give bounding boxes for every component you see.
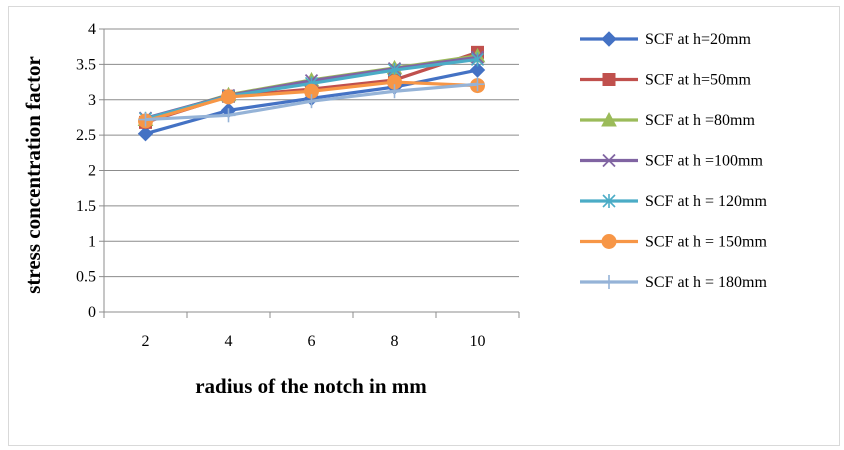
data-point [221,89,236,105]
legend-item: SCF at h=20mm [580,31,751,48]
legend-marker [602,275,616,289]
data-point [470,77,485,92]
data-point [470,52,485,67]
legend-marker [602,153,616,168]
legend-label: SCF at h=20mm [645,31,751,48]
data-point [138,112,153,127]
y-tick-label: 4 [88,21,96,38]
legend-item: SCF at h = 120mm [580,193,767,210]
tick-labels: 0 0.5 1 1.5 2 2.5 3 3.5 4 2 4 6 8 10 [76,21,486,350]
legend-marker [601,234,617,249]
x-tick-label: 10 [470,333,486,350]
data-point [137,126,154,142]
series-7 [138,77,485,127]
legend-label: SCF at h=50mm [645,72,751,89]
y-tick-label: 0.5 [76,269,96,286]
y-tick-label: 2 [88,163,96,180]
legend: SCF at h=20mm SCF at h=50mm SCF at h =80mm… [580,31,767,291]
data-point [387,84,402,99]
legend-marker [602,73,616,86]
legend-item: SCF at h =80mm [580,111,755,129]
legend-label: SCF at h = 180mm [645,274,767,291]
y-axis-title: stress concentration factor [21,56,45,294]
legend-item: SCF at h =100mm [580,153,763,170]
legend-marker [601,111,617,127]
legend-item: SCF at h = 150mm [580,234,767,251]
y-tick-label: 1.5 [76,198,96,215]
chart-frame [8,6,840,446]
legend-label: SCF at h = 120mm [645,193,767,210]
data-point [221,108,236,123]
x-tick-label: 6 [308,333,316,350]
legend-marker [602,194,616,208]
legend-label: SCF at h =100mm [645,153,763,170]
y-tick-label: 2.5 [76,127,96,144]
y-tick-label: 3.5 [76,56,96,73]
y-tick-label: 0 [88,304,96,321]
data-point [469,62,486,78]
y-tick-label: 3 [88,92,96,109]
data-point [304,94,319,109]
gridlines [104,28,519,278]
axes [99,28,520,318]
legend-label: SCF at h =80mm [645,112,755,129]
legend-label: SCF at h = 150mm [645,234,767,251]
y-tick-label: 1 [88,233,96,250]
legend-item: SCF at h = 180mm [580,274,767,291]
legend-marker [601,31,617,47]
x-axis-title: radius of the notch in mm [195,374,427,398]
x-tick-label: 8 [391,333,399,350]
legend-item: SCF at h=50mm [580,72,751,89]
x-tick-label: 2 [142,333,150,350]
series-lines [137,45,486,142]
x-tick-label: 4 [225,333,233,350]
